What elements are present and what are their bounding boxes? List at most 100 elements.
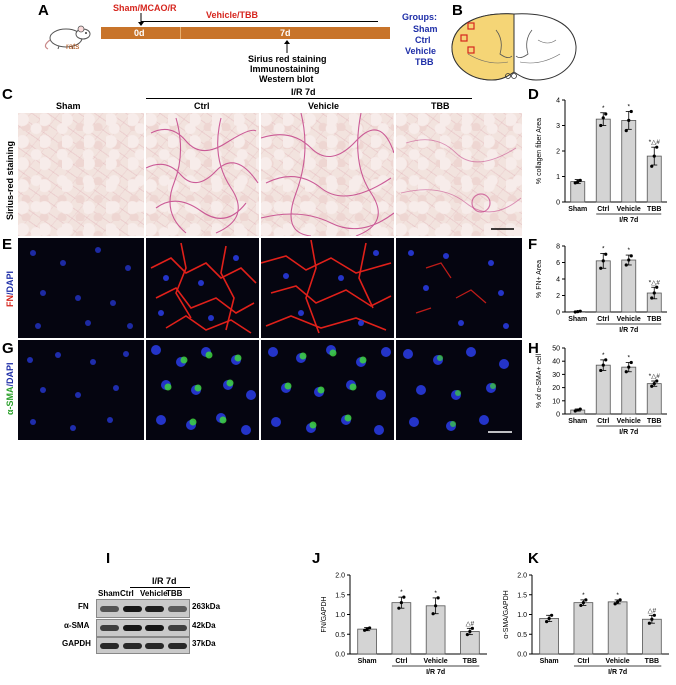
dapi-stain-label-fn: /DAPI bbox=[5, 271, 15, 295]
panel-label-i: I bbox=[106, 550, 110, 567]
fn-ctrl-image bbox=[146, 238, 259, 338]
group-sham: Sham bbox=[413, 24, 438, 34]
chart-h-point bbox=[579, 408, 582, 411]
chart-h-sig-mark: *△# bbox=[649, 373, 661, 380]
fn-stain-label: FN bbox=[5, 295, 15, 307]
sma-sham-image bbox=[18, 340, 144, 440]
chart-k-ytick-label: 1.0 bbox=[517, 612, 527, 619]
chart-f-sig-mark: *△# bbox=[649, 279, 661, 286]
sirius-ctrl-image bbox=[146, 113, 259, 236]
chart-k-sig-mark: * bbox=[616, 592, 619, 599]
chart-d-bar bbox=[596, 119, 610, 202]
chart-j-bar bbox=[358, 629, 377, 654]
chart-h-ytick-label: 30 bbox=[552, 372, 560, 379]
chart-j-category-label: TBB bbox=[463, 658, 477, 665]
chart-d-point bbox=[625, 129, 628, 132]
chart-f-sig-mark: * bbox=[627, 247, 630, 254]
panel-label-e: E bbox=[2, 236, 12, 253]
chart-j-point bbox=[434, 604, 437, 607]
chart-h-ytick-label: 40 bbox=[552, 359, 560, 366]
chart-d-ylabel: % collagen fiber Area bbox=[536, 118, 543, 184]
col-header-vehicle: Vehicle bbox=[308, 101, 339, 111]
wb-band bbox=[100, 643, 119, 649]
wb-blot-strip bbox=[96, 599, 190, 618]
wb-band bbox=[145, 643, 164, 649]
chart-h-point bbox=[630, 361, 633, 364]
chart-k-point bbox=[582, 601, 585, 604]
day-7-label: 7d bbox=[280, 28, 291, 38]
chart-h-category-label: Sham bbox=[568, 418, 587, 425]
fn-sham-image bbox=[18, 238, 144, 338]
wb-lane-label: Vehicle bbox=[140, 589, 168, 598]
chart-d-sig-mark: * bbox=[602, 105, 605, 112]
chart-h-sig-mark: * bbox=[627, 355, 630, 362]
sma-vehicle-image bbox=[261, 340, 394, 440]
wb-blot-strip bbox=[96, 619, 190, 637]
outcome-immuno: Immunostaining bbox=[250, 64, 320, 74]
chart-k-point bbox=[584, 598, 587, 601]
chart-f-point bbox=[630, 254, 633, 257]
chart-h-point bbox=[625, 370, 628, 373]
chart-h-ytick-label: 50 bbox=[552, 346, 560, 353]
chart-k-bar bbox=[574, 603, 593, 654]
col-header-sham: Sham bbox=[56, 101, 81, 111]
chart-j-sig-mark: * bbox=[400, 589, 403, 596]
row-label-fn: FN/DAPI bbox=[5, 271, 15, 307]
chart-j-ytick-label: 0.5 bbox=[335, 632, 345, 639]
panel-label-k: K bbox=[528, 550, 539, 567]
wb-kda-label: 263kDa bbox=[192, 602, 220, 611]
chart-k-group-label: I/R 7d bbox=[608, 669, 627, 676]
sham-mcao-label: Sham/MCAO/R bbox=[113, 3, 177, 13]
chart-k-sig-mark: * bbox=[582, 592, 585, 599]
chart-d-sig-mark: * bbox=[627, 103, 630, 110]
chart-j-group-label: I/R 7d bbox=[426, 669, 445, 676]
wb-blot-strip bbox=[96, 637, 190, 654]
chart-k-bar bbox=[540, 618, 559, 654]
vehicle-tbb-label: Vehicle/TBB bbox=[206, 10, 258, 20]
chart-h-group-label: I/R 7d bbox=[619, 429, 638, 436]
treatment-line bbox=[141, 21, 378, 22]
chart-f-sig-mark: * bbox=[602, 245, 605, 252]
chart-k-point bbox=[614, 602, 617, 605]
chart-f-category-label: Sham bbox=[568, 316, 587, 323]
chart-j-point bbox=[368, 626, 371, 629]
chart-k-point bbox=[616, 600, 619, 603]
wb-band bbox=[123, 625, 142, 631]
chart-h-ylabel: % of α-SMA+ cell bbox=[536, 354, 543, 408]
chart-j-sig-mark: * bbox=[434, 590, 437, 597]
group-ctrl: Ctrl bbox=[415, 35, 431, 45]
chart-f-group-label: I/R 7d bbox=[619, 327, 638, 334]
chart-d-bar bbox=[571, 182, 585, 202]
chart-j-ytick-label: 0.0 bbox=[335, 652, 345, 659]
chart-d-ytick-label: 1 bbox=[556, 174, 560, 181]
chart-h-point bbox=[604, 358, 607, 361]
chart-h-category-label: Vehicle bbox=[617, 418, 641, 425]
wb-protein-label: FN bbox=[78, 602, 89, 611]
wb-band bbox=[145, 606, 164, 612]
sirius-sham-image bbox=[18, 113, 144, 236]
chart-d-point bbox=[602, 116, 605, 119]
chart-d-bar bbox=[622, 120, 636, 202]
chart-f-point bbox=[579, 310, 582, 313]
chart-d-ytick-label: 3 bbox=[556, 123, 560, 130]
chart-h-point bbox=[602, 364, 605, 367]
wb-band bbox=[100, 625, 119, 631]
chart-j-point bbox=[466, 633, 469, 636]
chart-k-point bbox=[619, 598, 622, 601]
chart-d-category-label: Ctrl bbox=[597, 206, 609, 213]
fn-vehicle-image bbox=[261, 238, 394, 338]
chart-j-sig-mark: △# bbox=[466, 620, 475, 627]
chart-j-ylabel: FN/GAPDH bbox=[321, 596, 328, 632]
chart-h-bar bbox=[622, 367, 636, 414]
chart-k-category-label: TBB bbox=[645, 658, 659, 665]
chart-h-bar bbox=[647, 384, 661, 414]
chart-j-point bbox=[402, 596, 405, 599]
chart-f-category-label: Ctrl bbox=[597, 316, 609, 323]
chart-k-ytick-label: 1.5 bbox=[517, 592, 527, 599]
chart-j-point bbox=[397, 607, 400, 610]
chart-f-point bbox=[599, 267, 602, 270]
chart-j-ytick-label: 1.0 bbox=[335, 612, 345, 619]
chart-d-point bbox=[579, 179, 582, 182]
